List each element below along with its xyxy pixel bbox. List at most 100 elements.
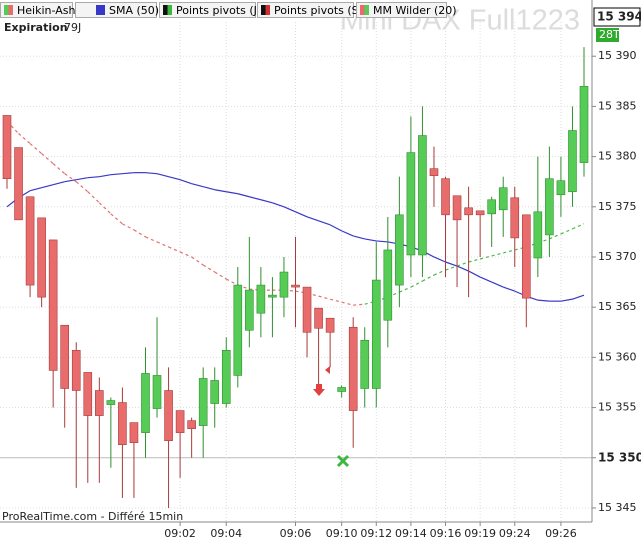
y-tick-label: 15 380 <box>598 150 637 163</box>
candle-body <box>348 326 358 411</box>
candle-body <box>233 284 243 376</box>
overlay-segment <box>156 241 169 248</box>
candle-body <box>464 207 473 216</box>
overlay-segment <box>237 193 250 198</box>
overlay-segment <box>75 181 89 193</box>
candle-body <box>83 372 93 416</box>
overlay-segment <box>52 163 66 175</box>
overlay-segment <box>87 191 100 204</box>
overlay-segment <box>341 230 354 237</box>
candle-body <box>395 214 404 286</box>
overlay-segment <box>422 274 435 282</box>
candle-body <box>510 197 520 239</box>
candle-body <box>71 350 81 391</box>
candle-body <box>498 187 508 211</box>
overlay-segment <box>445 261 458 267</box>
sell-arrow <box>313 384 325 396</box>
candle-body <box>545 178 554 236</box>
plot-area <box>2 47 589 508</box>
candle-body <box>314 307 323 329</box>
overlay-segment <box>18 133 31 145</box>
legend-mm-wilder[interactable]: MM Wilder (20) <box>356 2 457 18</box>
overlay-segment <box>99 174 111 178</box>
overlay-segment <box>76 177 88 181</box>
overlay-segment <box>214 271 227 280</box>
candle-body <box>579 86 589 163</box>
overlay-segment <box>260 199 273 204</box>
legend-label: Points pivots (J) <box>176 4 262 17</box>
overlay-segment <box>191 256 204 266</box>
candle-body <box>291 284 300 288</box>
overlay-segment <box>364 300 377 305</box>
overlay-segment <box>491 252 504 257</box>
expiration-value: 79J <box>64 21 81 34</box>
overlay-segment <box>318 220 331 226</box>
volume-label: 28T <box>599 28 620 41</box>
candle-body <box>175 410 185 433</box>
candle-body <box>337 387 346 392</box>
legend-sma[interactable]: SMA (50) <box>75 2 159 18</box>
legend-pivots-j[interactable]: Points pivots (J) <box>159 2 261 18</box>
last-price-label: 15 394 <box>597 10 641 24</box>
overlay-segment <box>64 179 77 183</box>
candle-body <box>452 195 462 221</box>
x-tick-label: 09:16 <box>430 527 462 540</box>
overlay-segment <box>29 187 42 192</box>
y-tick-label: 15 375 <box>598 200 637 213</box>
overlay-segment <box>110 173 123 176</box>
candle-body <box>418 135 427 256</box>
buy-cross <box>336 454 350 468</box>
legend-label: Heikin-Ashi <box>17 4 79 17</box>
legend-icon <box>163 5 172 15</box>
overlay-segment <box>537 299 550 302</box>
y-tick-label: 15 355 <box>598 401 637 414</box>
y-tick-label: 15 345 <box>598 501 637 514</box>
y-tick-label: 15 365 <box>598 300 637 313</box>
candle-body <box>198 378 208 426</box>
y-tick-label: 15 370 <box>598 250 637 263</box>
overlay-segment <box>560 228 573 235</box>
sell-marker <box>325 366 330 374</box>
candle-body <box>37 217 46 298</box>
overlay-segment <box>468 258 481 263</box>
candle-body <box>210 380 220 404</box>
candle-body <box>360 340 370 389</box>
overlay-segment <box>64 173 77 183</box>
x-tick-label: 09:26 <box>545 527 577 540</box>
overlay-segment <box>179 251 192 258</box>
candle-body <box>221 350 231 404</box>
overlay-segment <box>179 179 192 185</box>
overlay-segment <box>272 202 285 208</box>
overlay-segment <box>445 265 458 271</box>
overlay-segment <box>353 303 365 306</box>
candle-body <box>383 249 393 321</box>
overlay-segment <box>468 270 481 278</box>
overlay-segment <box>572 223 585 230</box>
x-tick-label: 09:19 <box>464 527 496 540</box>
overlay-segment <box>29 143 43 155</box>
candle-body <box>325 317 335 333</box>
candle-body <box>256 284 266 314</box>
candle-body <box>48 239 58 371</box>
legend-pivots-s[interactable]: Points pivots (S) <box>257 2 363 18</box>
overlay-segment <box>503 249 515 254</box>
legend-heikin-ashi[interactable]: Heikin-Ashi <box>0 2 79 18</box>
overlay-segment <box>329 224 342 232</box>
candle-body <box>279 271 289 298</box>
overlay-segment <box>341 301 354 306</box>
candle-body <box>152 375 162 409</box>
candle-body <box>245 289 254 331</box>
candle-body <box>164 390 173 441</box>
candle-body <box>406 152 416 256</box>
overlay-segment <box>433 269 446 276</box>
x-tick-label: 09:12 <box>360 527 392 540</box>
overlay-segment <box>329 298 342 303</box>
overlay-segment <box>87 176 100 179</box>
candle-body <box>187 420 196 429</box>
x-tick-label: 09:02 <box>164 527 196 540</box>
overlay-segment <box>98 202 112 215</box>
overlay-segment <box>41 153 54 165</box>
overlay-segment <box>353 235 365 240</box>
candle-body <box>556 180 566 196</box>
